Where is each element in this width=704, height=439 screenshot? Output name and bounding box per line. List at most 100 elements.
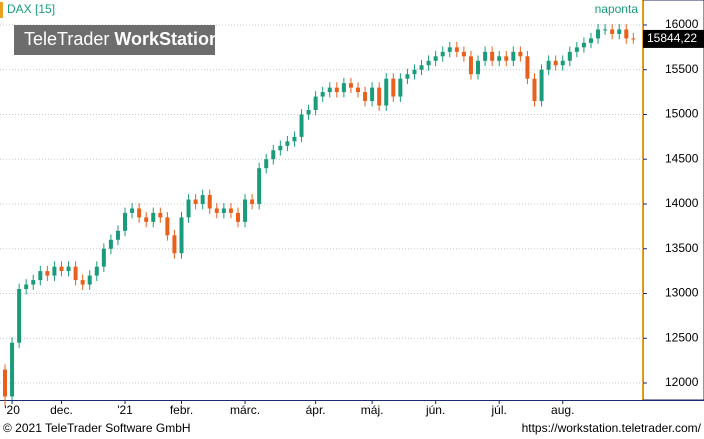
x-tick-label: aug.	[551, 403, 574, 417]
watermark-brand: TeleTrader	[24, 29, 109, 49]
candle-body	[433, 56, 438, 61]
footer-copyright: © 2021 TeleTrader Software GmbH	[3, 421, 191, 435]
candle-body	[370, 87, 375, 102]
candle-body	[179, 217, 184, 254]
candle-body	[73, 266, 78, 281]
candle-body	[440, 51, 445, 57]
plot-area	[0, 24, 643, 406]
candle-body	[38, 271, 43, 281]
candle-body	[603, 29, 608, 31]
candle-body	[52, 266, 57, 276]
candle-body	[377, 87, 382, 106]
candle-body	[101, 248, 106, 267]
candle-body	[363, 92, 368, 102]
candle-body	[94, 266, 99, 276]
candle-body	[271, 150, 276, 160]
last-price-label: 15844,22	[647, 31, 697, 45]
price-axis-panel	[642, 0, 704, 401]
candle-body	[235, 212, 240, 222]
candle-body	[207, 195, 212, 209]
watermark-product: WorkStation	[114, 29, 220, 49]
candle-body	[257, 168, 262, 204]
candle-body	[497, 56, 502, 61]
candle-body	[313, 96, 318, 111]
candle-body	[80, 280, 85, 285]
candle-body	[490, 51, 495, 61]
candle-body	[320, 92, 325, 97]
candle-body	[596, 29, 601, 39]
candle-body	[285, 141, 290, 146]
candle-body	[405, 74, 410, 79]
candle-body	[264, 159, 269, 169]
candle-body	[631, 38, 636, 40]
footer-url: https://workstation.teletrader.com/	[522, 421, 702, 435]
candle-body	[356, 87, 360, 93]
candle-body	[214, 208, 219, 213]
candle-body	[108, 239, 113, 249]
x-tick-label: márc.	[230, 403, 260, 417]
candle-body	[306, 110, 311, 115]
candle-body	[137, 208, 142, 218]
x-tick-label: '20	[4, 403, 20, 417]
candle-body	[228, 208, 233, 213]
candle-body	[66, 266, 71, 272]
candle-body	[454, 47, 459, 52]
candle-body	[518, 51, 523, 57]
y-tick-label: 15500	[665, 62, 699, 76]
candle-body	[45, 271, 50, 276]
candle-body	[581, 42, 586, 48]
candle-body	[617, 29, 622, 34]
candle-body	[567, 51, 572, 61]
candle-body	[221, 208, 226, 213]
y-tick-label: 14500	[665, 151, 699, 165]
x-tick-label: dec.	[50, 403, 73, 417]
last-price-box	[643, 29, 704, 48]
candle-body	[412, 69, 417, 75]
candle-body	[532, 78, 537, 102]
candle-body	[193, 199, 198, 204]
candle-body	[426, 60, 431, 66]
candle-body	[24, 284, 29, 290]
candle-body	[87, 275, 92, 285]
candle-body	[483, 51, 488, 61]
symbol-label: DAX [15]	[7, 2, 55, 16]
candle-body	[546, 60, 551, 70]
x-tick-label: máj.	[361, 403, 384, 417]
candle-body	[610, 29, 615, 34]
candle-body	[250, 199, 255, 204]
candle-body	[419, 65, 424, 70]
candle-body	[165, 217, 170, 236]
candle-body	[560, 60, 565, 66]
candle-body	[10, 342, 15, 397]
candle-body	[588, 38, 593, 43]
candle-body	[31, 280, 36, 285]
y-tick-label: 16000	[665, 17, 699, 31]
y-tick-label: 12000	[665, 375, 699, 389]
candle-body	[334, 87, 339, 93]
x-tick-label: ápr.	[306, 403, 326, 417]
symbol-marker	[0, 2, 3, 18]
candle-body	[130, 208, 135, 213]
candle-body	[278, 145, 283, 151]
candle-body	[511, 51, 516, 61]
candle-body	[243, 199, 248, 222]
x-tick-label: jún.	[425, 403, 445, 417]
candle-body	[391, 78, 396, 97]
candle-body	[186, 199, 191, 218]
candle-body	[200, 195, 205, 204]
candle-body	[17, 289, 22, 343]
period-label: naponta	[595, 2, 639, 16]
candle-body	[144, 217, 149, 222]
candle-body	[158, 212, 163, 218]
candle-body	[553, 60, 558, 66]
candle-body	[476, 60, 481, 75]
y-tick-label: 13000	[665, 286, 699, 300]
y-tick-label: 15000	[665, 107, 699, 121]
candle-body	[384, 78, 389, 106]
candle-body	[539, 69, 544, 102]
candle-body	[461, 51, 466, 57]
candle-body	[292, 136, 297, 142]
candle-body	[468, 56, 473, 75]
